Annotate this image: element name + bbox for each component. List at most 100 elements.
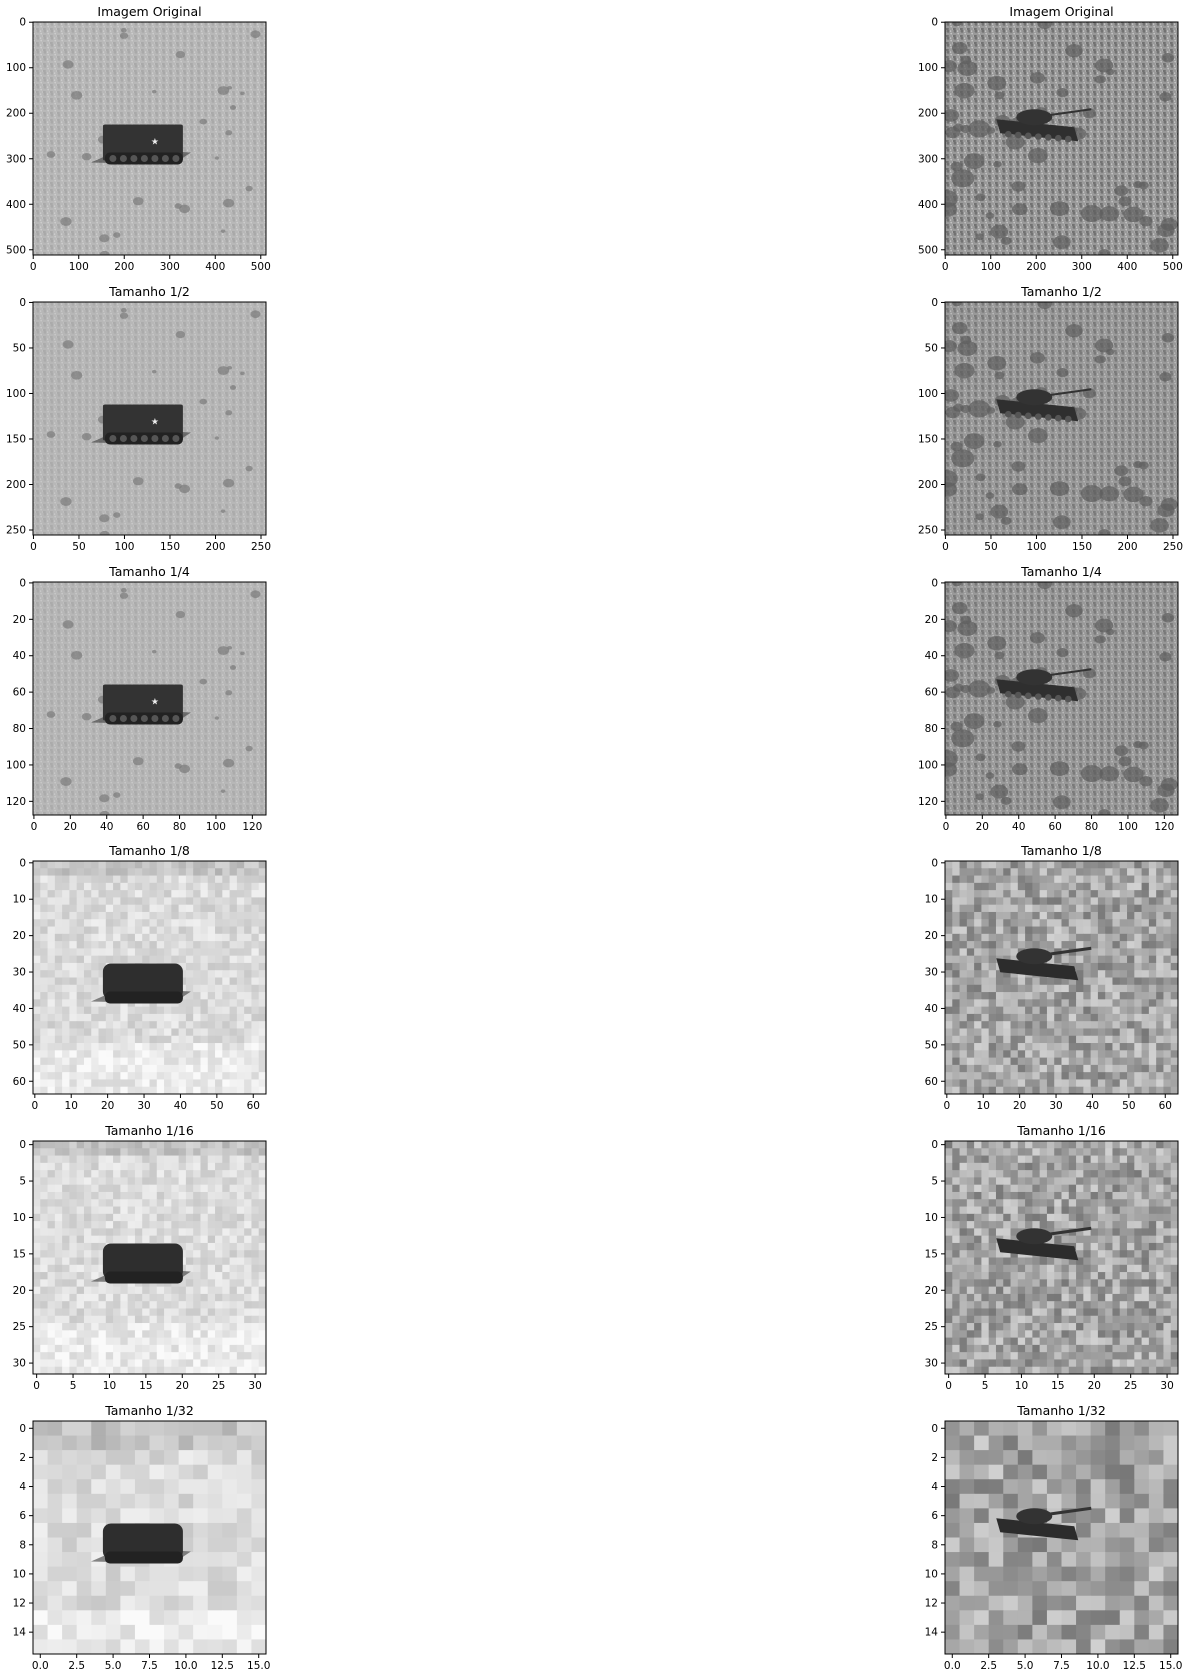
x-tick-label: 30 [1049, 1100, 1062, 1112]
x-tick-label: 25 [212, 1380, 225, 1392]
panel-title: Tamanho 1/4 [108, 564, 190, 579]
tank-gun [1048, 1506, 1092, 1516]
svg-text:★: ★ [151, 418, 159, 428]
x-tick-label: 100 [981, 261, 1001, 273]
y-tick-label: 20 [13, 614, 26, 626]
panel-right-3: Tamanho 1/4 0 20 40 60 80 100 120 0 20 40 60 80 100 12… [918, 564, 1179, 833]
panel-title: Tamanho 1/16 [1016, 1123, 1106, 1138]
panel-left-6: Tamanho 1/32 0.0 2.5 5.0 7.5 10.0 12.5 15.0 0 2 4 6… [13, 1403, 271, 1672]
x-tick-label: 0 [33, 1380, 40, 1392]
y-tick-label: 15 [13, 1248, 26, 1260]
x-tick-label: 40 [174, 1100, 187, 1112]
x-tick-label: 0 [942, 261, 949, 273]
x-tick-label: 60 [136, 821, 149, 833]
y-tick-label: 60 [13, 687, 26, 699]
image-frame [944, 301, 1179, 536]
y-tick-label: 20 [925, 930, 938, 942]
y-tick-label: 14 [925, 1627, 939, 1639]
x-tick-label: 60 [1048, 821, 1061, 833]
x-tick-label: 2.5 [980, 1660, 997, 1672]
x-tick-label: 10 [977, 1100, 990, 1112]
x-tick-label: 200 [205, 541, 225, 553]
x-tick-label: 5 [70, 1380, 77, 1392]
apc-tracks [104, 1271, 183, 1284]
y-tick-label: 100 [918, 759, 938, 771]
tank-gun [1048, 108, 1092, 117]
x-tick-label: 80 [173, 821, 186, 833]
y-tick-label: 5 [19, 1176, 26, 1188]
y-tick-label: 10 [925, 1568, 938, 1580]
y-tick-label: 10 [13, 1212, 26, 1224]
panel-title: Tamanho 1/16 [104, 1123, 194, 1138]
y-tick-label: 300 [6, 153, 26, 165]
y-tick-label: 14 [13, 1627, 27, 1639]
image-frame [32, 1140, 267, 1375]
y-tick-label: 40 [13, 1003, 26, 1015]
x-tick-label: 10.0 [174, 1660, 197, 1672]
image-frame [32, 21, 267, 256]
y-tick-label: 150 [918, 433, 938, 445]
panel-left-2: Tamanho 1/2 ★ 0 50 100 150 200 250 0 50 100 150 200 2… [6, 284, 271, 553]
y-tick-label: 30 [925, 967, 938, 979]
y-tick-label: 50 [925, 1039, 938, 1051]
x-tick-label: 500 [1163, 261, 1183, 273]
y-tick-label: 0 [931, 1423, 938, 1435]
x-tick-label: 300 [160, 261, 180, 273]
x-tick-label: 0 [30, 541, 37, 553]
y-tick-label: 200 [918, 108, 938, 120]
y-tick-label: 10 [925, 1212, 938, 1224]
x-tick-label: 40 [100, 821, 113, 833]
y-tick-label: 40 [13, 650, 26, 662]
svg-text:★: ★ [151, 138, 159, 148]
y-tick-label: 0 [19, 1139, 26, 1151]
y-tick-label: 100 [6, 62, 26, 74]
y-tick-label: 150 [6, 433, 26, 445]
x-tick-label: 100 [114, 541, 134, 553]
x-tick-label: 500 [251, 261, 271, 273]
x-tick-label: 50 [210, 1100, 223, 1112]
tank-turret [1016, 1228, 1053, 1245]
y-tick-label: 40 [925, 1003, 938, 1015]
y-tick-label: 4 [19, 1481, 26, 1493]
y-tick-label: 0 [931, 1139, 938, 1151]
tank-hull [996, 958, 1079, 981]
x-tick-label: 0 [945, 1380, 952, 1392]
y-tick-label: 10 [13, 1568, 26, 1580]
x-tick-label: 20 [101, 1100, 114, 1112]
x-tick-label: 30 [248, 1380, 261, 1392]
tank-hull [996, 1518, 1079, 1541]
x-tick-label: 7.5 [141, 1660, 158, 1672]
x-tick-label: 200 [1117, 541, 1137, 553]
y-tick-label: 200 [918, 479, 938, 491]
y-tick-label: 0 [931, 297, 938, 309]
panel-title: Tamanho 1/8 [1020, 843, 1102, 858]
panel-right-4: Tamanho 1/8 0 10 20 30 40 50 60 0 10 20 30 40 50 60 [925, 843, 1179, 1112]
apc-body [102, 404, 183, 441]
panel-right-6: Tamanho 1/32 0.0 2.5 5.0 7.5 10.0 12.5 15.0 0 2 4 6… [925, 1403, 1183, 1672]
panel-title: Tamanho 1/2 [108, 284, 190, 299]
x-tick-label: 200 [1026, 261, 1046, 273]
y-tick-label: 300 [918, 153, 938, 165]
x-tick-label: 120 [1154, 821, 1174, 833]
x-tick-label: 2.5 [68, 1660, 85, 1672]
apc-body [102, 1523, 183, 1560]
x-tick-label: 15 [1051, 1380, 1064, 1392]
apc-body [102, 963, 183, 1000]
y-tick-label: 80 [13, 723, 26, 735]
image-frame [32, 581, 267, 816]
x-tick-label: 10 [1015, 1380, 1028, 1392]
x-tick-label: 60 [1159, 1100, 1172, 1112]
y-tick-label: 500 [918, 244, 938, 256]
y-tick-label: 20 [925, 614, 938, 626]
tank-gun [1048, 388, 1092, 397]
panel-left-4: Tamanho 1/8 0 10 20 30 40 50 60 0 10 20 30 40 50 60 [13, 843, 267, 1112]
y-tick-label: 120 [6, 796, 26, 808]
svg-text:★: ★ [151, 698, 159, 708]
x-tick-label: 20 [1088, 1380, 1101, 1392]
y-tick-label: 4 [931, 1481, 938, 1493]
y-tick-label: 0 [19, 1423, 26, 1435]
x-tick-label: 100 [206, 821, 226, 833]
image-frame [944, 1140, 1179, 1375]
x-tick-label: 120 [242, 821, 262, 833]
